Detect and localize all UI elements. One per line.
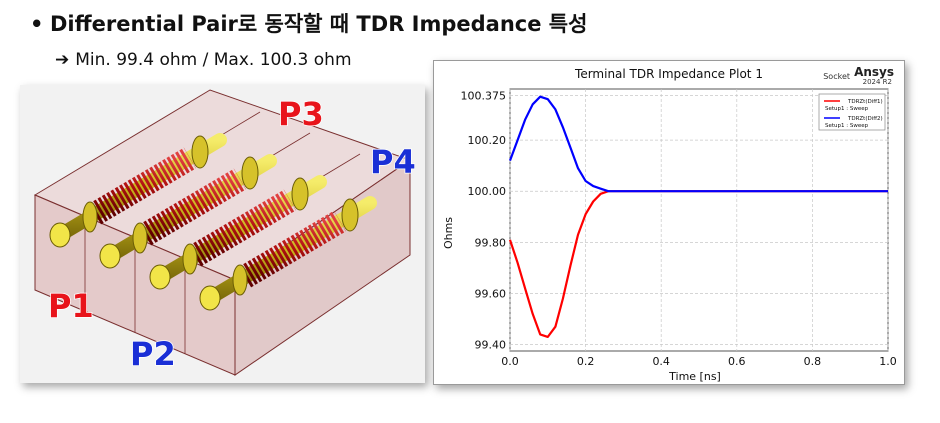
subtitle-text: Min. 99.4 ohm / Max. 100.3 ohm — [75, 50, 352, 70]
title-text: Differential Pair로 동작할 때 TDR Impedance 특… — [50, 12, 588, 36]
y-tick-label: 100.20 — [468, 134, 507, 147]
y-tick-label: 99.40 — [475, 339, 507, 352]
chart-title: Terminal TDR Impedance Plot 1 — [575, 67, 763, 81]
brand-small-label: Socket — [823, 72, 850, 81]
port-label-p3: P3 — [278, 95, 324, 133]
socket-model-image: P3 P4 P1 P2 — [20, 85, 425, 383]
y-tick-label: 100.00 — [468, 185, 507, 198]
x-tick-label: 1.0 — [879, 355, 897, 368]
ansys-version: 2024 R2 — [862, 78, 892, 86]
y-tick-label: 100.375 — [461, 89, 507, 102]
x-tick-label: 0.4 — [652, 355, 670, 368]
x-tick-label: 0.2 — [577, 355, 595, 368]
series-line-2 — [508, 95, 888, 193]
arrow-icon: ➔ — [55, 50, 70, 70]
y-tick-label: 99.80 — [475, 236, 507, 249]
series-lines — [508, 95, 888, 338]
y-axis-label: Ohms — [442, 217, 455, 249]
pin-3 — [149, 175, 327, 290]
x-tick-labels: 0.0 0.2 0.4 0.6 0.8 1.0 — [501, 355, 897, 368]
port-label-p1: P1 — [48, 287, 94, 325]
legend-label-diff2: TDRZt(Diff2) — [847, 116, 883, 122]
y-tick-label: 99.60 — [475, 287, 507, 300]
x-tick-label: 0.8 — [804, 355, 822, 368]
pin-4 — [199, 196, 377, 311]
pin-2 — [99, 154, 277, 269]
ansys-logo: Ansys — [854, 65, 894, 79]
legend-sub-diff2: Setup1 : Sweep — [825, 123, 869, 129]
legend-label-diff1: TDRZt(Diff1) — [847, 99, 883, 105]
pin-1 — [49, 133, 227, 248]
slide-title: • Differential Pair로 동작할 때 TDR Impedance … — [30, 8, 587, 38]
x-tick-label: 0.6 — [728, 355, 746, 368]
y-tick-labels: 99.40 99.60 99.80 100.00 100.20 100.375 — [461, 89, 507, 351]
legend: TDRZt(Diff1) Setup1 : Sweep TDRZt(Diff2)… — [818, 93, 886, 131]
port-label-p4: P4 — [370, 143, 416, 181]
plot-area — [509, 88, 889, 352]
slide-subtitle: ➔ Min. 99.4 ohm / Max. 100.3 ohm — [55, 50, 352, 70]
x-axis-label: Time [ns] — [668, 370, 721, 383]
socket-model-svg: P3 P4 P1 P2 — [33, 89, 416, 376]
x-tick-label: 0.0 — [501, 355, 519, 368]
bullet: • — [30, 12, 44, 36]
port-label-p2: P2 — [130, 335, 176, 373]
legend-sub-diff1: Setup1 : Sweep — [825, 106, 869, 112]
tdr-plot-panel: Terminal TDR Impedance Plot 1 Socket Ans… — [433, 60, 905, 385]
